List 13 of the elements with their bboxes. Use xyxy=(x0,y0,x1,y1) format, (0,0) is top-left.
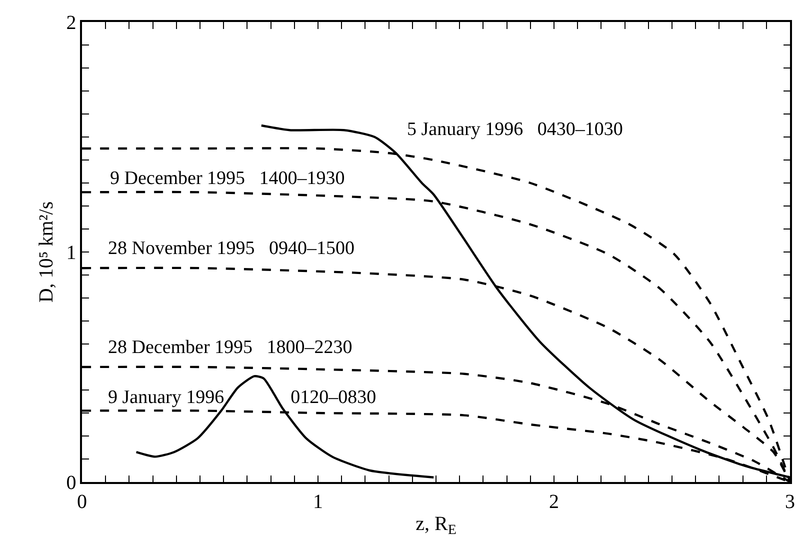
y-tick-label: 2 xyxy=(66,12,76,34)
y-axis-title: D, 10⁵ km²/s xyxy=(35,201,58,303)
x-tick-label: 3 xyxy=(785,490,795,513)
y-tick-label: 0 xyxy=(66,472,76,494)
series-label: 28 December 1995 1800–2230 xyxy=(108,337,352,358)
x-tick-label: 1 xyxy=(313,490,323,513)
y-tick-label: 1 xyxy=(66,242,76,264)
series-label: 28 November 1995 0940–1500 xyxy=(108,238,354,259)
series-label: 5 January 1996 0430–1030 xyxy=(407,119,623,140)
x-tick-label: 2 xyxy=(549,490,559,513)
x-axis-title: z, R$_{E}$ xyxy=(416,512,456,538)
series-label: 9 January 1996 0120–0830 xyxy=(108,387,376,408)
series-label: 9 December 1995 1400–1930 xyxy=(110,168,345,189)
